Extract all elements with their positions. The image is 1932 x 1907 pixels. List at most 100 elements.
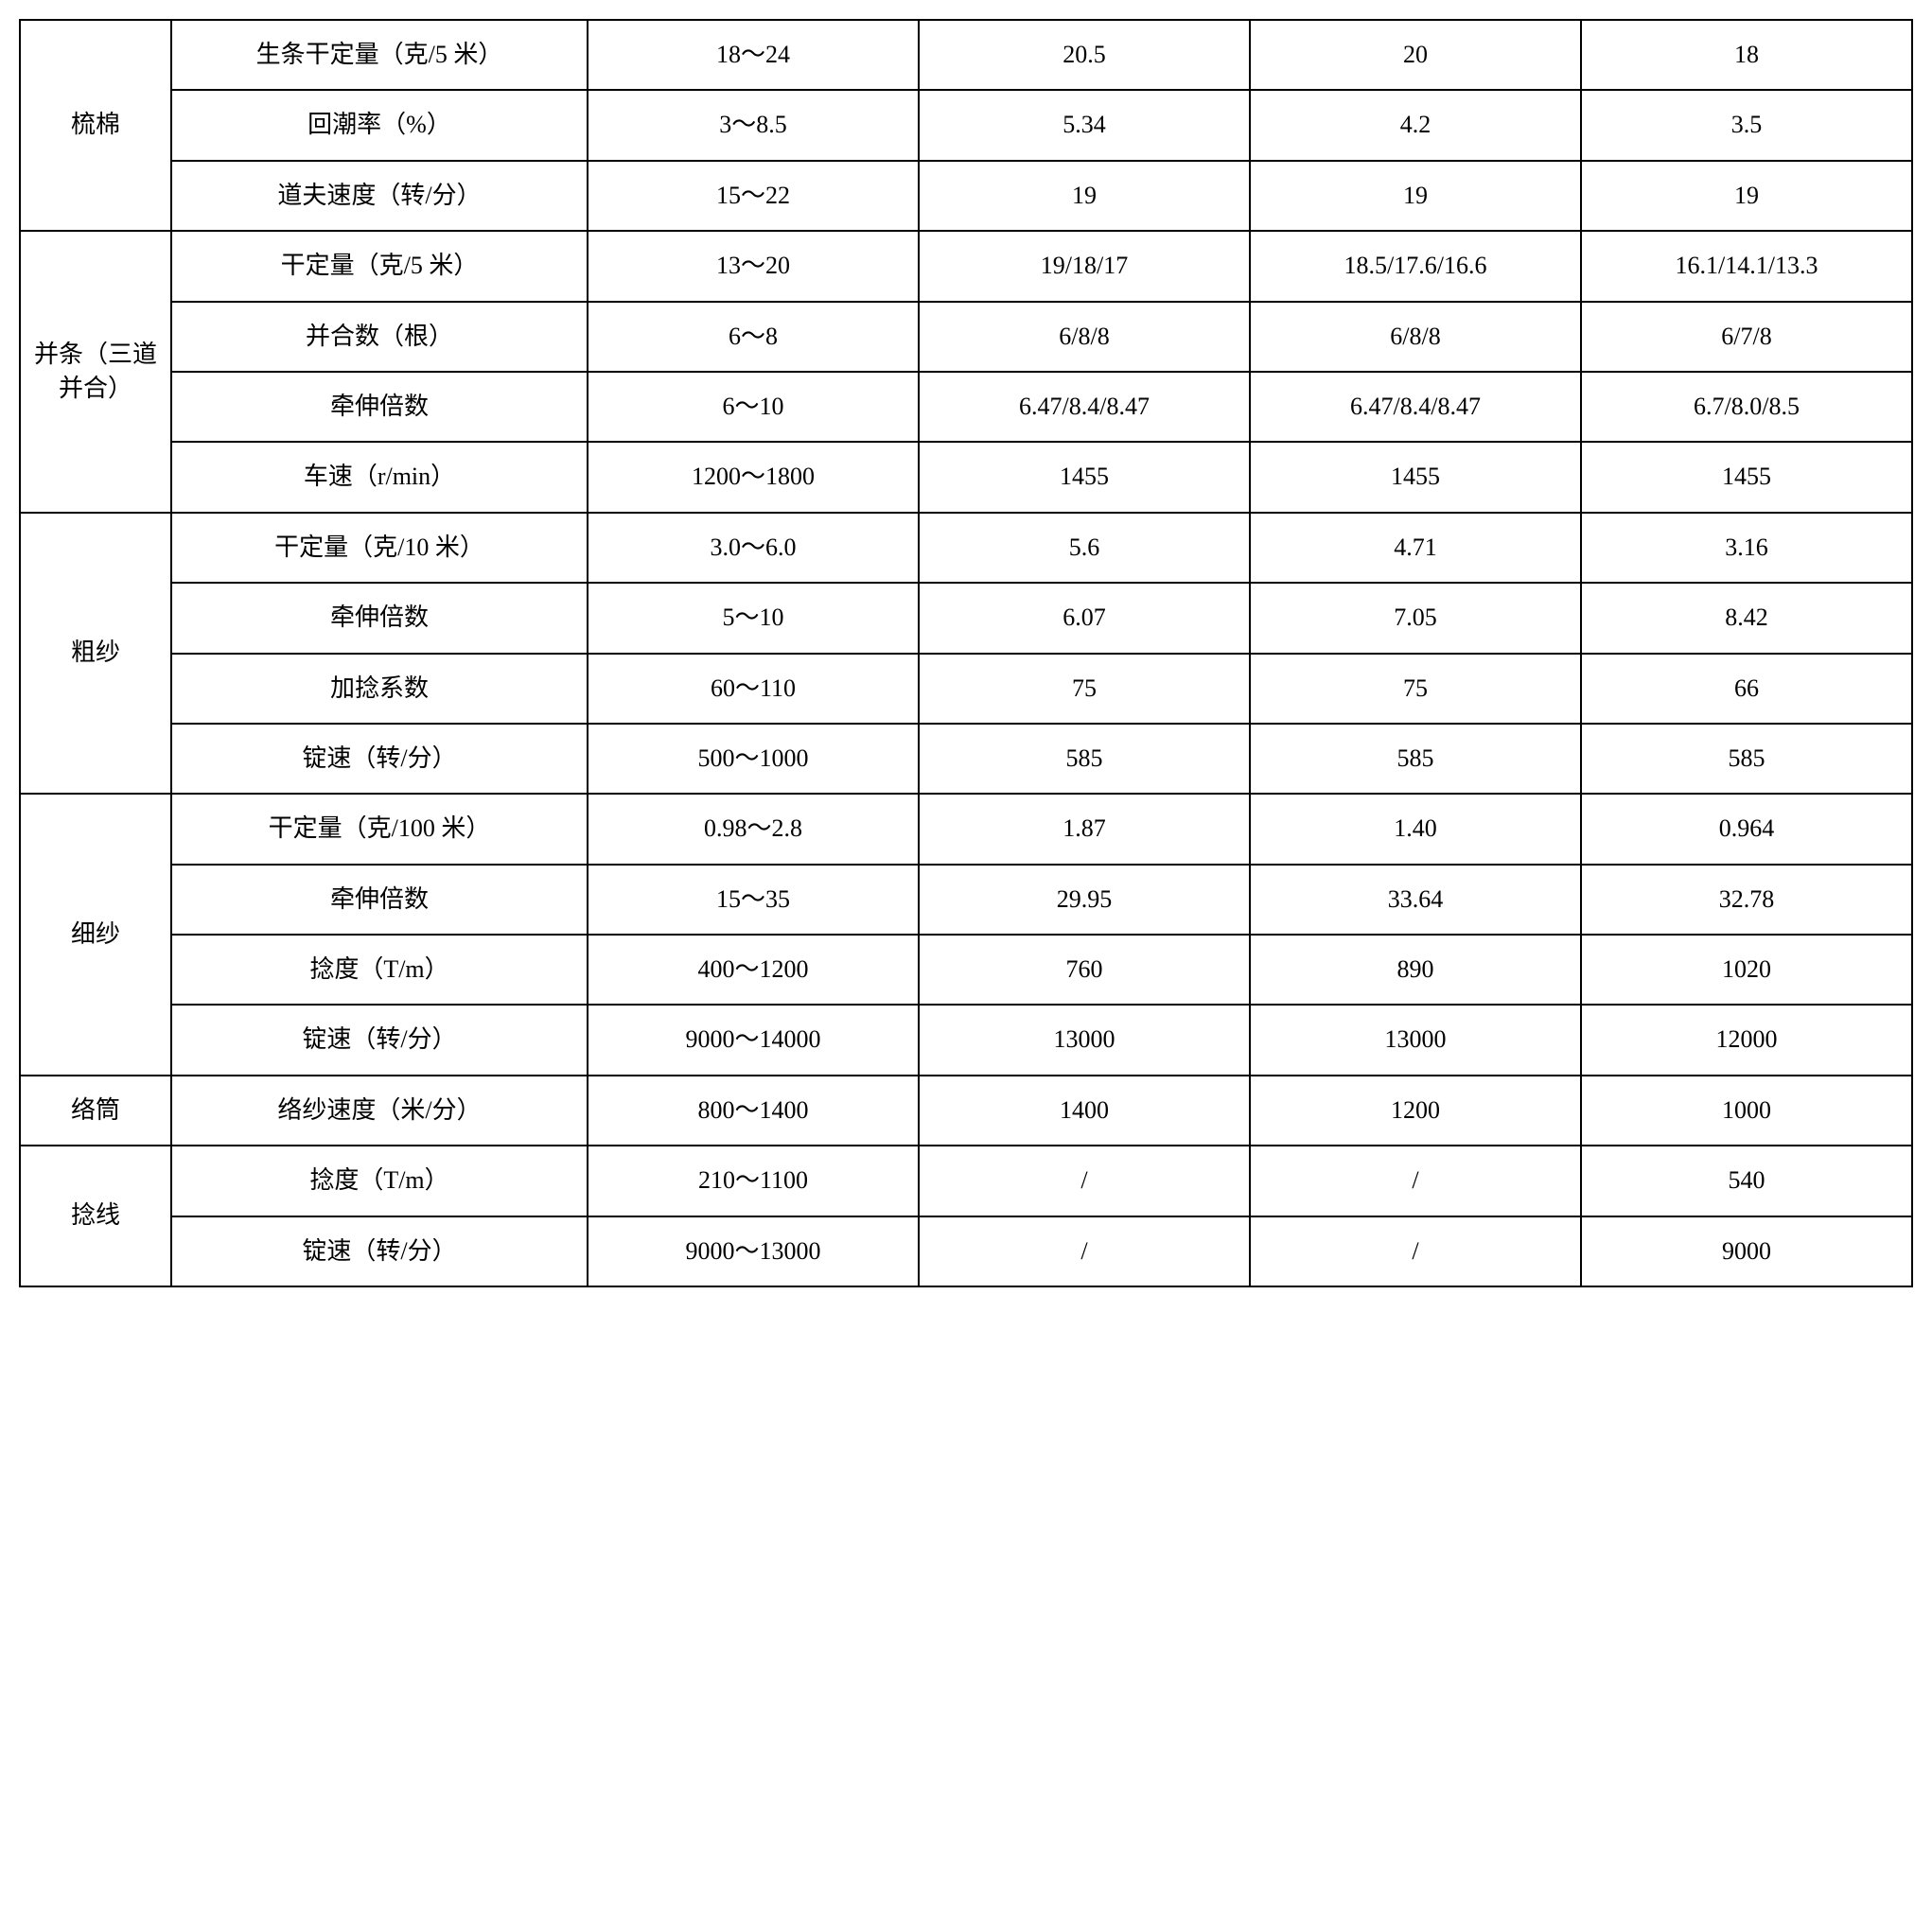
param-cell: 道夫速度（转/分）: [171, 161, 588, 231]
value-cell: 1455: [919, 442, 1250, 512]
value-cell: 585: [1250, 724, 1581, 794]
range-cell: 13～20: [588, 231, 919, 301]
group-label: 梳棉: [20, 20, 171, 231]
table-row: 车速（r/min） 1200～1800 1455 1455 1455: [20, 442, 1912, 512]
value-cell: 19: [919, 161, 1250, 231]
value-cell: 1020: [1581, 935, 1912, 1005]
param-cell: 捻度（T/m）: [171, 1146, 588, 1216]
table-row: 加捻系数 60～110 75 75 66: [20, 654, 1912, 724]
value-cell: 1000: [1581, 1076, 1912, 1146]
table-row: 捻度（T/m） 400～1200 760 890 1020: [20, 935, 1912, 1005]
value-cell: 9000: [1581, 1216, 1912, 1286]
value-cell: 19: [1250, 161, 1581, 231]
table-body: 梳棉 生条干定量（克/5 米） 18～24 20.5 20 18 回潮率（%） …: [20, 20, 1912, 1286]
value-cell: 0.964: [1581, 794, 1912, 864]
range-cell: 0.98～2.8: [588, 794, 919, 864]
range-cell: 800～1400: [588, 1076, 919, 1146]
value-cell: 890: [1250, 935, 1581, 1005]
table-row: 并条（三道并合） 干定量（克/5 米） 13～20 19/18/17 18.5/…: [20, 231, 1912, 301]
range-cell: 15～22: [588, 161, 919, 231]
value-cell: 75: [919, 654, 1250, 724]
value-cell: 16.1/14.1/13.3: [1581, 231, 1912, 301]
value-cell: 19/18/17: [919, 231, 1250, 301]
value-cell: 585: [1581, 724, 1912, 794]
param-cell: 干定量（克/100 米）: [171, 794, 588, 864]
value-cell: 4.71: [1250, 513, 1581, 583]
param-cell: 牵伸倍数: [171, 372, 588, 442]
value-cell: /: [1250, 1146, 1581, 1216]
value-cell: 760: [919, 935, 1250, 1005]
table-row: 络筒 络纱速度（米/分） 800～1400 1400 1200 1000: [20, 1076, 1912, 1146]
param-cell: 捻度（T/m）: [171, 935, 588, 1005]
value-cell: 32.78: [1581, 865, 1912, 935]
spinning-params-table: 梳棉 生条干定量（克/5 米） 18～24 20.5 20 18 回潮率（%） …: [19, 19, 1913, 1287]
param-cell: 牵伸倍数: [171, 865, 588, 935]
value-cell: 29.95: [919, 865, 1250, 935]
range-cell: 500～1000: [588, 724, 919, 794]
group-label: 并条（三道并合）: [20, 231, 171, 513]
range-cell: 400～1200: [588, 935, 919, 1005]
param-cell: 锭速（转/分）: [171, 1005, 588, 1075]
param-cell: 络纱速度（米/分）: [171, 1076, 588, 1146]
param-cell: 回潮率（%）: [171, 90, 588, 160]
param-cell: 干定量（克/5 米）: [171, 231, 588, 301]
param-cell: 生条干定量（克/5 米）: [171, 20, 588, 90]
param-cell: 加捻系数: [171, 654, 588, 724]
value-cell: 7.05: [1250, 583, 1581, 653]
value-cell: 1.40: [1250, 794, 1581, 864]
table-row: 粗纱 干定量（克/10 米） 3.0～6.0 5.6 4.71 3.16: [20, 513, 1912, 583]
table-row: 牵伸倍数 6～10 6.47/8.4/8.47 6.47/8.4/8.47 6.…: [20, 372, 1912, 442]
table-row: 牵伸倍数 5～10 6.07 7.05 8.42: [20, 583, 1912, 653]
value-cell: 5.6: [919, 513, 1250, 583]
range-cell: 60～110: [588, 654, 919, 724]
group-label: 粗纱: [20, 513, 171, 795]
value-cell: 3.16: [1581, 513, 1912, 583]
value-cell: 19: [1581, 161, 1912, 231]
range-cell: 3～8.5: [588, 90, 919, 160]
param-cell: 锭速（转/分）: [171, 724, 588, 794]
table-row: 锭速（转/分） 9000～13000 / / 9000: [20, 1216, 1912, 1286]
table-row: 道夫速度（转/分） 15～22 19 19 19: [20, 161, 1912, 231]
range-cell: 5～10: [588, 583, 919, 653]
range-cell: 1200～1800: [588, 442, 919, 512]
value-cell: 1200: [1250, 1076, 1581, 1146]
value-cell: 3.5: [1581, 90, 1912, 160]
value-cell: 6/8/8: [1250, 302, 1581, 372]
param-cell: 干定量（克/10 米）: [171, 513, 588, 583]
value-cell: 1.87: [919, 794, 1250, 864]
table-row: 锭速（转/分） 9000～14000 13000 13000 12000: [20, 1005, 1912, 1075]
param-cell: 牵伸倍数: [171, 583, 588, 653]
value-cell: 12000: [1581, 1005, 1912, 1075]
value-cell: /: [919, 1146, 1250, 1216]
value-cell: 6/7/8: [1581, 302, 1912, 372]
table-row: 锭速（转/分） 500～1000 585 585 585: [20, 724, 1912, 794]
value-cell: 20.5: [919, 20, 1250, 90]
value-cell: 13000: [1250, 1005, 1581, 1075]
value-cell: 6/8/8: [919, 302, 1250, 372]
value-cell: 18.5/17.6/16.6: [1250, 231, 1581, 301]
value-cell: 6.7/8.0/8.5: [1581, 372, 1912, 442]
table-row: 并合数（根） 6～8 6/8/8 6/8/8 6/7/8: [20, 302, 1912, 372]
range-cell: 15～35: [588, 865, 919, 935]
value-cell: 33.64: [1250, 865, 1581, 935]
value-cell: 66: [1581, 654, 1912, 724]
value-cell: 18: [1581, 20, 1912, 90]
group-label: 络筒: [20, 1076, 171, 1146]
value-cell: 1400: [919, 1076, 1250, 1146]
value-cell: 585: [919, 724, 1250, 794]
range-cell: 9000～13000: [588, 1216, 919, 1286]
range-cell: 210～1100: [588, 1146, 919, 1216]
value-cell: 1455: [1250, 442, 1581, 512]
value-cell: 4.2: [1250, 90, 1581, 160]
value-cell: 5.34: [919, 90, 1250, 160]
value-cell: 20: [1250, 20, 1581, 90]
param-cell: 车速（r/min）: [171, 442, 588, 512]
range-cell: 9000～14000: [588, 1005, 919, 1075]
group-label: 细纱: [20, 794, 171, 1076]
table-row: 捻线 捻度（T/m） 210～1100 / / 540: [20, 1146, 1912, 1216]
range-cell: 3.0～6.0: [588, 513, 919, 583]
value-cell: 6.47/8.4/8.47: [919, 372, 1250, 442]
value-cell: 1455: [1581, 442, 1912, 512]
param-cell: 锭速（转/分）: [171, 1216, 588, 1286]
range-cell: 6～8: [588, 302, 919, 372]
